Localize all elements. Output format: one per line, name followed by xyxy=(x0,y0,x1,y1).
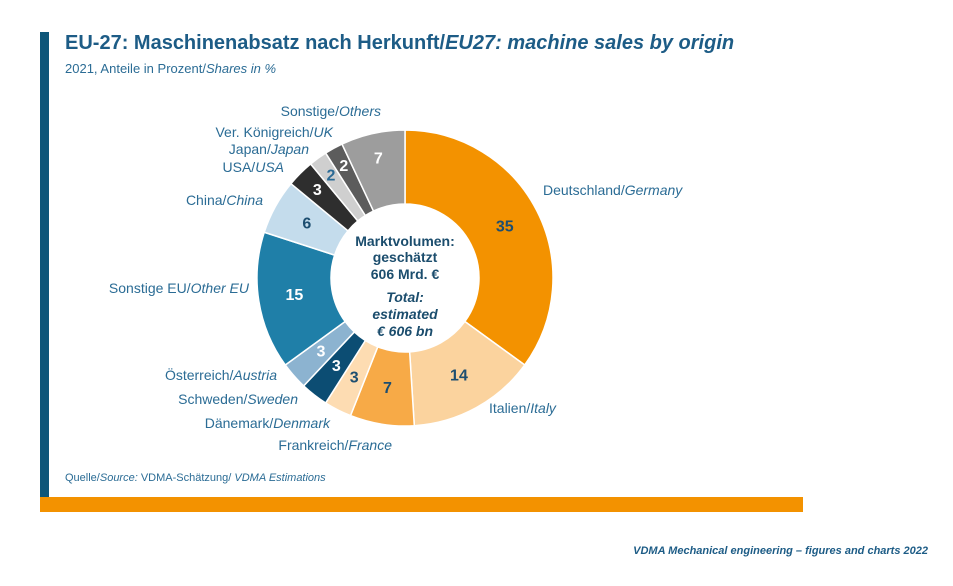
center-label-de-line-1: Marktvolumen: xyxy=(355,233,455,249)
slice-value-austria: 3 xyxy=(317,344,326,361)
slice-value-other-eu: 15 xyxy=(285,287,303,304)
source-label-en: Source: xyxy=(99,472,138,484)
center-label-en-line-2: estimated xyxy=(372,306,438,322)
center-label-de-line-3: 606 Mrd. € xyxy=(371,266,440,282)
chart-title: EU-27: Maschinenabsatz nach Herkunft/EU2… xyxy=(65,31,734,55)
slice-value-japan: 2 xyxy=(326,168,335,185)
category-label-uk-en: UK xyxy=(314,124,334,140)
category-label-france-de: Frankreich/ xyxy=(278,437,348,453)
category-label-japan-de: Japan/ xyxy=(229,141,271,157)
category-label-japan-en: Japan xyxy=(270,141,309,157)
footer-text: VDMA Mechanical engineering – figures an… xyxy=(633,545,928,557)
category-label-italy-en: Italy xyxy=(530,400,557,416)
slice-value-uk: 2 xyxy=(339,158,348,175)
chart-subtitle-en: Shares in % xyxy=(205,61,277,76)
category-label-denmark: Dänemark/Denmark xyxy=(205,415,331,431)
category-label-china: China/China xyxy=(186,192,263,208)
source-note: Quelle/Source: VDMA-Schätzung/ VDMA Esti… xyxy=(65,471,326,485)
chart-subtitle: 2021, Anteile in Prozent/Shares in % xyxy=(65,61,276,77)
category-label-sweden-de: Schweden/ xyxy=(178,391,247,407)
category-label-china-en: China xyxy=(226,192,263,208)
slice-value-germany: 35 xyxy=(496,219,514,236)
category-label-uk-de: Ver. Königreich/ xyxy=(215,124,313,140)
category-label-austria-en: Austria xyxy=(232,367,277,383)
category-label-other-eu: Sonstige EU/Other EU xyxy=(109,280,250,296)
category-label-other-eu-de: Sonstige EU/ xyxy=(109,280,191,296)
center-label: Marktvolumen: geschätzt 606 Mrd. € Total… xyxy=(355,233,455,339)
category-label-france: Frankreich/France xyxy=(278,437,392,453)
category-label-france-en: France xyxy=(348,437,392,453)
center-label-en-line-3: € 606 bn xyxy=(377,323,433,339)
category-label-denmark-en: Denmark xyxy=(273,415,331,431)
category-label-others: Sonstige/Others xyxy=(281,103,381,119)
category-label-uk: Ver. Königreich/UK xyxy=(215,124,333,140)
category-label-germany: Deutschland/Germany xyxy=(543,182,683,198)
category-label-usa: USA/USA xyxy=(223,159,284,175)
category-label-others-de: Sonstige/ xyxy=(281,103,339,119)
category-label-sweden: Schweden/Sweden xyxy=(178,391,298,407)
slice-value-sweden: 3 xyxy=(332,358,341,375)
category-label-germany-en: Germany xyxy=(625,182,684,198)
category-label-austria-de: Österreich/ xyxy=(165,366,234,383)
slice-value-italy: 14 xyxy=(450,368,468,385)
chart-title-de: EU-27: Maschinenabsatz nach Herkunft/ xyxy=(65,32,446,54)
donut-slices xyxy=(256,129,554,427)
chart-title-en: EU27: machine sales by origin xyxy=(445,32,735,54)
category-label-usa-de: USA/ xyxy=(223,159,256,175)
slice-category-labels: Deutschland/Germany Italien/Italy Frankrei… xyxy=(109,103,683,453)
bottom-accent-bar xyxy=(40,497,803,512)
category-label-germany-de: Deutschland/ xyxy=(543,182,625,198)
category-label-japan: Japan/Japan xyxy=(229,141,309,157)
slice-value-denmark: 3 xyxy=(350,369,359,386)
category-label-other-eu-en: Other EU xyxy=(191,280,250,296)
category-label-italy: Italien/Italy xyxy=(489,400,557,416)
center-label-en-line-1: Total: xyxy=(386,289,424,305)
slice-value-china: 6 xyxy=(302,216,311,233)
slice-germany xyxy=(404,129,554,366)
left-accent-bar xyxy=(40,32,49,497)
source-text-de: VDMA-Schätzung/ xyxy=(140,472,232,484)
source-text-en: VDMA Estimations xyxy=(234,472,326,484)
slice-others xyxy=(341,129,406,212)
category-label-sweden-en: Sweden xyxy=(247,391,298,407)
slice-value-france: 7 xyxy=(383,380,392,397)
category-label-austria: Österreich/Austria xyxy=(165,366,277,383)
slice-value-usa: 3 xyxy=(313,182,322,199)
category-label-china-de: China/ xyxy=(186,192,227,208)
category-label-others-en: Others xyxy=(339,103,381,119)
category-label-denmark-de: Dänemark/ xyxy=(205,415,274,431)
category-label-italy-de: Italien/ xyxy=(489,400,530,416)
category-label-usa-en: USA xyxy=(255,159,284,175)
slice-value-others: 7 xyxy=(374,150,383,167)
center-label-de-line-2: geschätzt xyxy=(373,249,438,265)
source-label-de: Quelle/ xyxy=(65,472,100,484)
chart-subtitle-de: 2021, Anteile in Prozent/ xyxy=(65,61,206,76)
